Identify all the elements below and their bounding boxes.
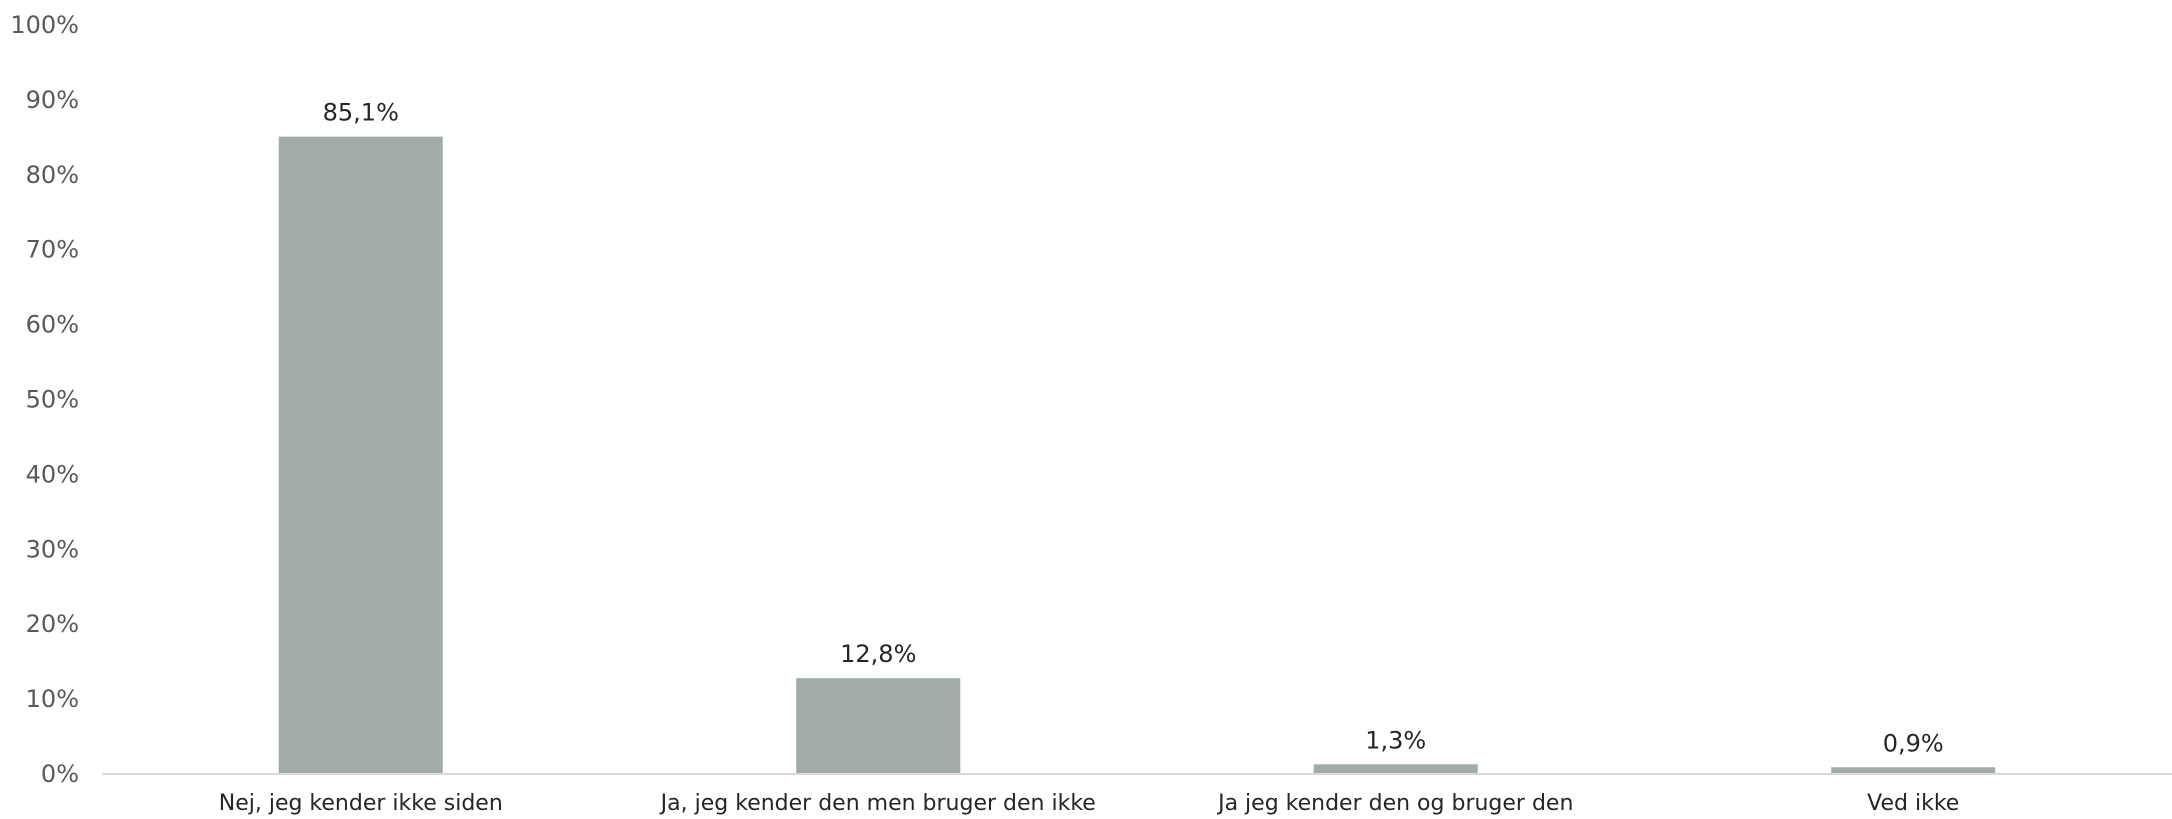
bar [278, 136, 443, 774]
data-label: 0,9% [1883, 729, 1944, 757]
x-category-label: Ja, jeg kender den men bruger den ikke [659, 791, 1096, 815]
bar [1313, 764, 1478, 774]
y-tick-label: 40% [26, 460, 79, 488]
y-tick-label: 70% [26, 236, 79, 264]
y-axis-ticks: 0% 10% 20% 30% 40% 50% 60% 70% 80% 90% 100% [10, 11, 79, 788]
y-tick-label: 20% [26, 610, 79, 638]
y-tick-label: 100% [10, 11, 79, 39]
bar [796, 678, 961, 774]
x-category-label: Nej, jeg kender ikke siden [219, 791, 503, 815]
y-tick-label: 80% [26, 161, 79, 189]
y-tick-label: 90% [26, 86, 79, 114]
y-tick-label: 10% [26, 685, 79, 713]
y-tick-label: 60% [26, 311, 79, 339]
data-labels: 85,1% 12,8% 1,3% 0,9% [323, 99, 1944, 758]
data-label: 1,3% [1365, 726, 1426, 754]
bar-group [278, 136, 1996, 774]
y-tick-label: 50% [26, 386, 79, 414]
category-labels: Nej, jeg kender ikke siden Ja, jeg kender… [219, 791, 1960, 816]
y-tick-label: 30% [26, 535, 79, 563]
x-category-label: Ved ikke [1867, 791, 1959, 815]
bar [1831, 767, 1996, 774]
y-tick-label: 0% [41, 760, 79, 788]
data-label: 85,1% [323, 99, 399, 127]
data-label: 12,8% [840, 640, 916, 668]
x-category-label: Ja jeg kender den og bruger den [1216, 791, 1573, 815]
